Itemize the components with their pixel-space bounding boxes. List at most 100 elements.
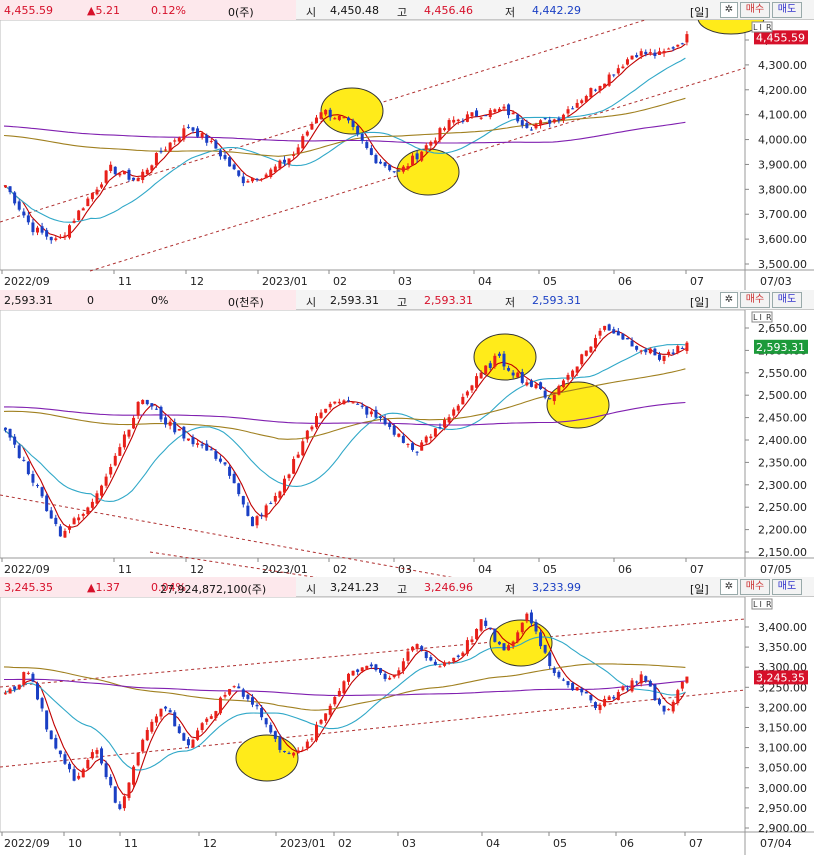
chart-panel-3: 3,245.35 ▲1.37 0.04% 27,924,872,100(주) 시 3,24… xyxy=(0,577,814,855)
candle xyxy=(598,85,602,94)
candle xyxy=(360,667,364,673)
candle xyxy=(164,415,168,428)
candle xyxy=(388,164,392,172)
svg-text:L: L xyxy=(753,23,758,32)
candle xyxy=(58,524,62,537)
candle xyxy=(90,192,94,202)
settings-icon[interactable]: ✲ xyxy=(720,292,738,308)
candle xyxy=(493,353,497,369)
candle xyxy=(104,473,108,488)
candle xyxy=(113,453,117,467)
candle xyxy=(502,351,506,371)
candle xyxy=(525,612,529,624)
y-tick-label: 3,500.00 xyxy=(758,258,807,271)
candle xyxy=(77,209,81,221)
candle xyxy=(109,463,113,478)
candle xyxy=(164,146,168,152)
low-price: 3,233.99 xyxy=(532,581,581,594)
candle xyxy=(607,695,611,701)
candle xyxy=(36,225,40,236)
candle xyxy=(45,710,49,732)
candle xyxy=(379,415,383,422)
candle xyxy=(141,399,145,405)
candle xyxy=(200,441,204,449)
x-tick-label: 05 xyxy=(543,563,557,576)
candle xyxy=(603,83,607,89)
svg-text:3,245.35: 3,245.35 xyxy=(756,671,805,684)
sell-button[interactable]: 매도 xyxy=(772,579,802,595)
period-daily-button[interactable]: [일] xyxy=(690,583,709,596)
candle xyxy=(552,118,556,124)
candle xyxy=(447,118,451,132)
low-label: 저 xyxy=(505,6,516,19)
buy-button[interactable]: 매수 xyxy=(740,579,770,595)
candle xyxy=(36,681,40,701)
candle xyxy=(680,681,684,692)
candle xyxy=(379,159,383,165)
y-tick-label: 3,150.00 xyxy=(758,722,807,735)
candle xyxy=(484,115,488,117)
settings-icon[interactable]: ✲ xyxy=(720,2,738,18)
period-daily-button[interactable]: [일] xyxy=(690,296,709,309)
ma-60-line xyxy=(3,368,686,440)
candle xyxy=(159,405,163,423)
candle xyxy=(104,169,108,185)
candle xyxy=(424,651,428,661)
svg-text:2,593.31: 2,593.31 xyxy=(756,341,805,354)
y-tick-label: 4,100.00 xyxy=(758,109,807,122)
x-tick-label: 02 xyxy=(333,563,347,576)
period-daily-button[interactable]: [일] xyxy=(690,6,709,19)
y-tick-label: 2,200.00 xyxy=(758,524,807,537)
candle xyxy=(136,752,140,767)
candle xyxy=(452,657,456,664)
buy-button[interactable]: 매수 xyxy=(740,2,770,18)
candle xyxy=(292,456,296,475)
svg-text:R: R xyxy=(766,313,772,322)
candle xyxy=(360,402,364,409)
candle xyxy=(625,57,629,66)
candle xyxy=(191,126,195,134)
open-price: 3,241.23 xyxy=(330,581,379,594)
candle xyxy=(8,687,12,694)
candle xyxy=(539,119,543,129)
open-label: 시 xyxy=(306,6,317,19)
candle xyxy=(296,451,300,459)
candle xyxy=(356,668,360,676)
candle xyxy=(127,782,131,801)
candle xyxy=(401,658,405,675)
candle xyxy=(45,493,49,512)
candle xyxy=(205,133,209,146)
low-label: 저 xyxy=(505,583,516,596)
candle xyxy=(250,177,254,184)
candle xyxy=(246,179,250,183)
candle xyxy=(237,683,241,689)
candle xyxy=(81,767,85,778)
candle xyxy=(470,112,474,119)
sell-button[interactable]: 매도 xyxy=(772,292,802,308)
candle xyxy=(13,433,17,449)
candle xyxy=(90,749,94,760)
candle xyxy=(603,325,607,332)
candle xyxy=(296,747,300,754)
ma-60-line xyxy=(3,97,686,157)
candle xyxy=(95,186,99,196)
sell-button[interactable]: 매도 xyxy=(772,2,802,18)
candle xyxy=(77,772,81,781)
y-tick-label: 3,050.00 xyxy=(758,762,807,775)
candle xyxy=(319,409,323,419)
candle xyxy=(502,104,506,112)
candle xyxy=(177,136,181,143)
buy-button[interactable]: 매수 xyxy=(740,292,770,308)
candle xyxy=(589,87,593,98)
candle xyxy=(173,418,177,435)
candle xyxy=(241,687,245,700)
candle xyxy=(607,72,611,87)
candle xyxy=(356,402,360,405)
candle xyxy=(63,528,67,538)
candle xyxy=(580,98,584,105)
candle xyxy=(552,394,556,405)
settings-icon[interactable]: ✲ xyxy=(720,579,738,595)
